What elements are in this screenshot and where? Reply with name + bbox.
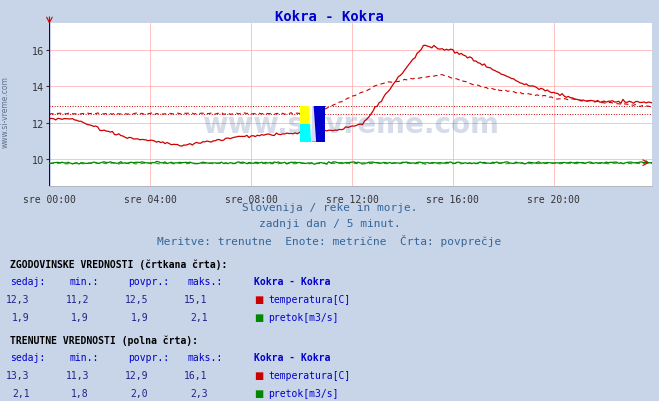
Text: maks.:: maks.: (188, 276, 223, 286)
Text: sre 00:00: sre 00:00 (23, 194, 76, 205)
Text: 1,9: 1,9 (71, 312, 89, 322)
Polygon shape (312, 106, 325, 142)
Text: ■: ■ (254, 370, 263, 380)
Text: 1,8: 1,8 (71, 388, 89, 398)
Text: TRENUTNE VREDNOSTI (polna črta):: TRENUTNE VREDNOSTI (polna črta): (10, 335, 198, 345)
Text: 16,1: 16,1 (184, 370, 208, 380)
Text: Kokra - Kokra: Kokra - Kokra (254, 276, 330, 286)
Text: maks.:: maks.: (188, 352, 223, 363)
Text: temperatura[C]: temperatura[C] (268, 370, 351, 380)
Text: pretok[m3/s]: pretok[m3/s] (268, 388, 339, 398)
Text: Slovenija / reke in morje.: Slovenija / reke in morje. (242, 203, 417, 213)
Text: 11,3: 11,3 (65, 370, 89, 380)
Text: 2,0: 2,0 (130, 388, 148, 398)
Text: sedaj:: sedaj: (10, 352, 45, 363)
Text: Kokra - Kokra: Kokra - Kokra (275, 10, 384, 24)
Text: 12,3: 12,3 (6, 294, 30, 304)
Text: zadnji dan / 5 minut.: zadnji dan / 5 minut. (258, 219, 401, 229)
Text: 15,1: 15,1 (184, 294, 208, 304)
Polygon shape (308, 106, 316, 142)
Text: www.si-vreme.com: www.si-vreme.com (1, 77, 10, 148)
Text: 13,3: 13,3 (6, 370, 30, 380)
Text: 12,9: 12,9 (125, 370, 148, 380)
Bar (300, 106, 312, 124)
Text: 2,1: 2,1 (190, 312, 208, 322)
Text: www.si-vreme.com: www.si-vreme.com (202, 111, 500, 139)
Text: min.:: min.: (69, 276, 99, 286)
Text: ■: ■ (254, 388, 263, 398)
Text: sre 04:00: sre 04:00 (124, 194, 177, 205)
Text: ■: ■ (254, 312, 263, 322)
Text: 12,5: 12,5 (125, 294, 148, 304)
Text: min.:: min.: (69, 352, 99, 363)
Text: 1,9: 1,9 (12, 312, 30, 322)
Text: ■: ■ (254, 294, 263, 304)
Text: sre 08:00: sre 08:00 (225, 194, 277, 205)
Text: 1,9: 1,9 (130, 312, 148, 322)
Text: povpr.:: povpr.: (129, 352, 169, 363)
Text: 2,3: 2,3 (190, 388, 208, 398)
Text: sre 12:00: sre 12:00 (326, 194, 378, 205)
Bar (300, 124, 312, 142)
Text: sedaj:: sedaj: (10, 276, 45, 286)
Text: 2,1: 2,1 (12, 388, 30, 398)
Text: Meritve: trenutne  Enote: metrične  Črta: povprečje: Meritve: trenutne Enote: metrične Črta: … (158, 235, 501, 247)
Text: povpr.:: povpr.: (129, 276, 169, 286)
Text: 11,2: 11,2 (65, 294, 89, 304)
Text: Kokra - Kokra: Kokra - Kokra (254, 352, 330, 363)
Text: temperatura[C]: temperatura[C] (268, 294, 351, 304)
Text: pretok[m3/s]: pretok[m3/s] (268, 312, 339, 322)
Text: sre 16:00: sre 16:00 (426, 194, 479, 205)
Text: sre 20:00: sre 20:00 (527, 194, 580, 205)
Text: ZGODOVINSKE VREDNOSTI (črtkana črta):: ZGODOVINSKE VREDNOSTI (črtkana črta): (10, 259, 227, 269)
